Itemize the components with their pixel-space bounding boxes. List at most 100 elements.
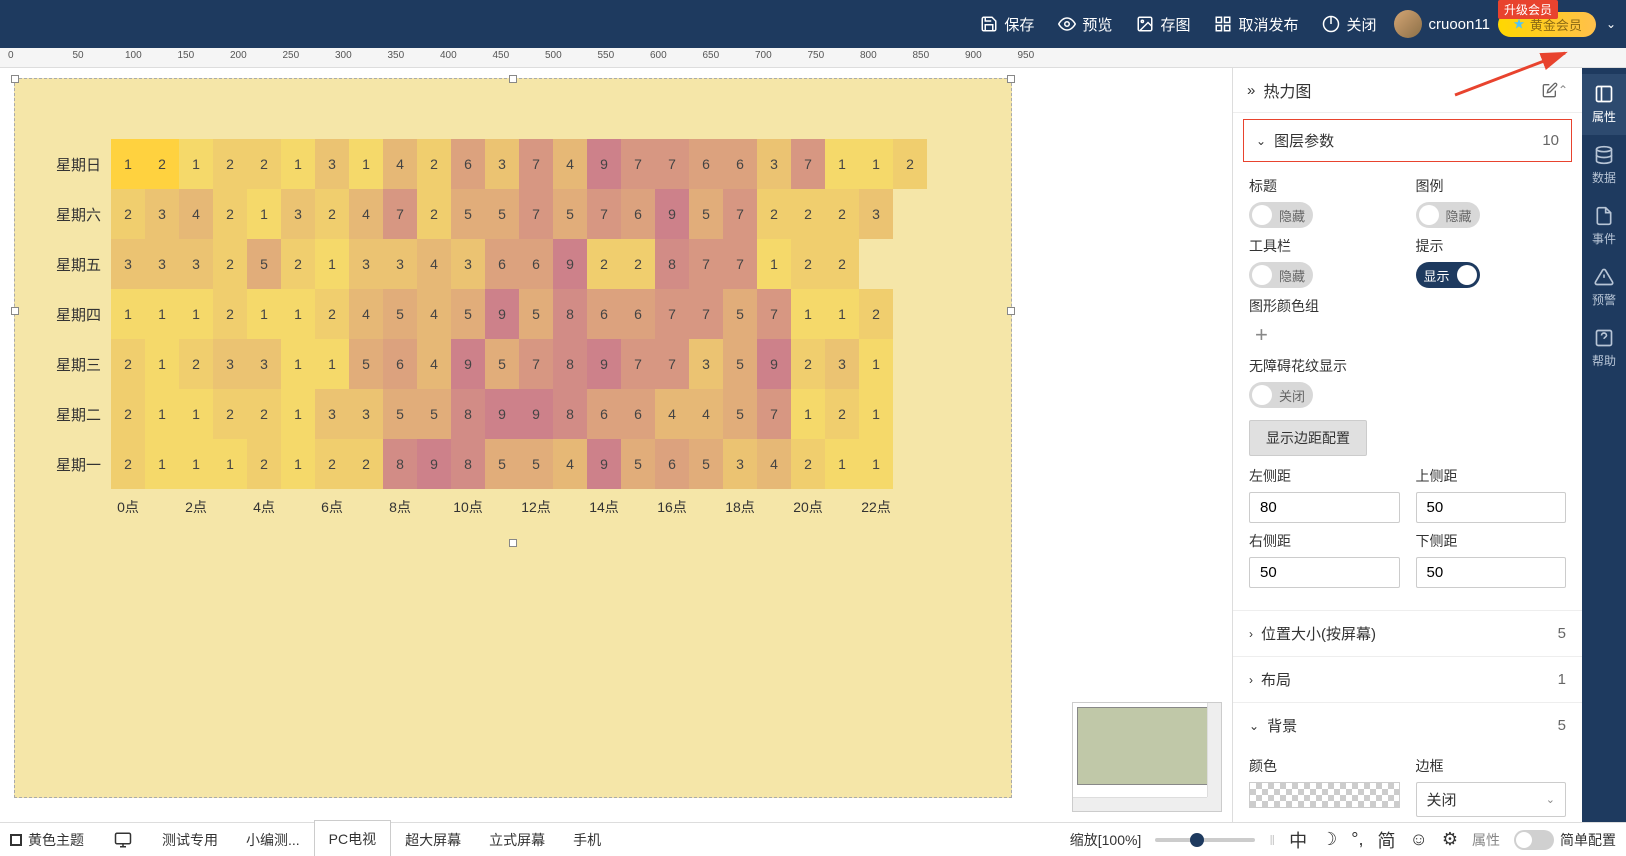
panel-collapse-icon[interactable]: » xyxy=(1247,82,1255,99)
device-tab[interactable]: 小编测... xyxy=(232,824,314,856)
heatmap-cell: 7 xyxy=(791,139,825,189)
selection-handle[interactable] xyxy=(1007,75,1015,83)
dock-warn[interactable]: 预警 xyxy=(1582,257,1626,318)
dock-event[interactable]: 事件 xyxy=(1582,196,1626,257)
device-tab[interactable]: 测试专用 xyxy=(148,824,232,856)
section-background[interactable]: ⌄ 背景 5 xyxy=(1233,703,1582,748)
section-layer-params[interactable]: ⌄ 图层参数 10 xyxy=(1243,119,1572,162)
input-margin-left[interactable] xyxy=(1249,492,1400,523)
upgrade-badge[interactable]: 升级会员 xyxy=(1498,0,1558,19)
input-margin-right[interactable] xyxy=(1249,557,1400,588)
heatmap-cell: 1 xyxy=(349,139,383,189)
heatmap-cell xyxy=(893,389,927,439)
minimap[interactable] xyxy=(1072,702,1222,812)
emoji-icon[interactable]: ☺ xyxy=(1409,829,1427,850)
device-tab[interactable]: 手机 xyxy=(559,824,615,856)
preview-button[interactable]: 预览 xyxy=(1058,14,1112,35)
canvas-area[interactable]: 星期日121221314263749776637112星期六2342132472… xyxy=(0,68,1232,822)
heatmap-cell: 2 xyxy=(179,339,213,389)
heatmap-xlabel: 0点 xyxy=(111,497,145,517)
simple-config-toggle[interactable] xyxy=(1514,830,1554,850)
edit-icon[interactable] xyxy=(1542,82,1558,98)
heatmap-cell: 3 xyxy=(179,239,213,289)
heatmap-cell: 1 xyxy=(179,439,213,489)
heatmap-cell: 7 xyxy=(723,189,757,239)
heatmap-ylabel: 星期六 xyxy=(33,189,111,239)
input-margin-top[interactable] xyxy=(1416,492,1567,523)
heatmap-cell: 7 xyxy=(655,339,689,389)
dock-label: 数据 xyxy=(1592,169,1616,186)
heatmap-cell: 3 xyxy=(825,339,859,389)
heatmap-cell: 6 xyxy=(587,389,621,439)
toggle-legend[interactable]: 隐藏 xyxy=(1416,202,1480,228)
saveimg-button[interactable]: 存图 xyxy=(1136,14,1190,35)
selection-handle[interactable] xyxy=(509,539,517,547)
ruler-tick: 250 xyxy=(283,50,300,61)
section-count: 1 xyxy=(1558,671,1566,688)
selection-handle[interactable] xyxy=(11,307,19,315)
close-button[interactable]: 关闭 xyxy=(1322,14,1376,35)
toggle-pattern[interactable]: 关闭 xyxy=(1249,382,1313,408)
heatmap-cell: 5 xyxy=(349,339,383,389)
ruler-tick: 500 xyxy=(545,50,562,61)
device-tab[interactable]: 立式屏幕 xyxy=(475,824,559,856)
device-tab[interactable]: 超大屏幕 xyxy=(391,824,475,856)
theme-swatch-icon[interactable] xyxy=(10,834,22,846)
heatmap-cell: 5 xyxy=(451,289,485,339)
margin-config-button[interactable]: 显示边距配置 xyxy=(1249,420,1367,456)
heatmap-cell: 3 xyxy=(485,139,519,189)
dock-help[interactable]: 帮助 xyxy=(1582,318,1626,379)
heatmap-cell: 6 xyxy=(519,239,553,289)
property-panel: » 热力图 ⌃ ⌄ 图层参数 10 标题 隐藏 图例 隐藏 xyxy=(1232,68,1582,822)
ruler-tick: 100 xyxy=(125,50,142,61)
moon-icon[interactable]: ☽ xyxy=(1321,829,1337,850)
toggle-tooltip[interactable]: 显示 xyxy=(1416,262,1480,288)
input-margin-bottom[interactable] xyxy=(1416,557,1567,588)
settings-icon[interactable]: ⚙ xyxy=(1442,829,1458,850)
top-toolbar: 保存 预览 存图 取消发布 关闭 cruoon11 黄金会员 升级会员 ⌄ xyxy=(0,0,1626,48)
selection-handle[interactable] xyxy=(509,75,517,83)
screen-icon[interactable] xyxy=(114,831,132,849)
heatmap-cell: 1 xyxy=(281,139,315,189)
zoom-slider[interactable] xyxy=(1155,838,1255,842)
color-picker[interactable] xyxy=(1249,782,1400,808)
dock-attr[interactable]: 属性 xyxy=(1582,74,1626,135)
heatmap-cell: 4 xyxy=(349,189,383,239)
ruler-tick: 200 xyxy=(230,50,247,61)
device-tab[interactable]: PC电视 xyxy=(314,820,391,856)
punct-icon[interactable]: °, xyxy=(1351,829,1363,850)
toggle-title[interactable]: 隐藏 xyxy=(1249,202,1313,228)
select-border[interactable]: 关闭⌄ xyxy=(1416,782,1567,817)
canvas[interactable]: 星期日121221314263749776637112星期六2342132472… xyxy=(14,78,1012,798)
unpublish-button[interactable]: 取消发布 xyxy=(1214,14,1298,35)
ime-simplified[interactable]: 简 xyxy=(1377,827,1395,853)
ime-toggle[interactable]: 中 xyxy=(1289,827,1307,853)
heatmap-cell: 7 xyxy=(519,339,553,389)
heatmap-xlabel xyxy=(553,497,587,517)
avatar[interactable] xyxy=(1394,10,1422,38)
heatmap-cell: 3 xyxy=(859,189,893,239)
section-layout[interactable]: › 布局 1 xyxy=(1233,657,1582,702)
panel-chevron-icon[interactable]: ⌃ xyxy=(1558,83,1568,97)
heatmap-cell: 2 xyxy=(213,239,247,289)
section-label: 图层参数 xyxy=(1274,130,1542,151)
heatmap-cell: 6 xyxy=(655,439,689,489)
heatmap-cell: 1 xyxy=(281,439,315,489)
section-position-size[interactable]: › 位置大小(按屏幕) 5 xyxy=(1233,611,1582,656)
heatmap-chart[interactable]: 星期日121221314263749776637112星期六2342132472… xyxy=(33,139,927,517)
heatmap-cell: 4 xyxy=(689,389,723,439)
heatmap-cell: 3 xyxy=(315,139,349,189)
toggle-toolbar[interactable]: 隐藏 xyxy=(1249,262,1313,288)
dock-data[interactable]: 数据 xyxy=(1582,135,1626,196)
add-color-button[interactable]: + xyxy=(1255,322,1566,348)
heatmap-xlabel: 18点 xyxy=(723,497,757,517)
selection-handle[interactable] xyxy=(1007,307,1015,315)
selection-handle[interactable] xyxy=(11,75,19,83)
heatmap-cell: 8 xyxy=(553,339,587,389)
heatmap-ylabel: 星期五 xyxy=(33,239,111,289)
heatmap-cell: 5 xyxy=(485,339,519,389)
user-chevron-icon[interactable]: ⌄ xyxy=(1606,17,1616,31)
theme-name[interactable]: 黄色主题 xyxy=(28,830,84,850)
save-button[interactable]: 保存 xyxy=(980,14,1034,35)
heatmap-cell: 6 xyxy=(485,239,519,289)
